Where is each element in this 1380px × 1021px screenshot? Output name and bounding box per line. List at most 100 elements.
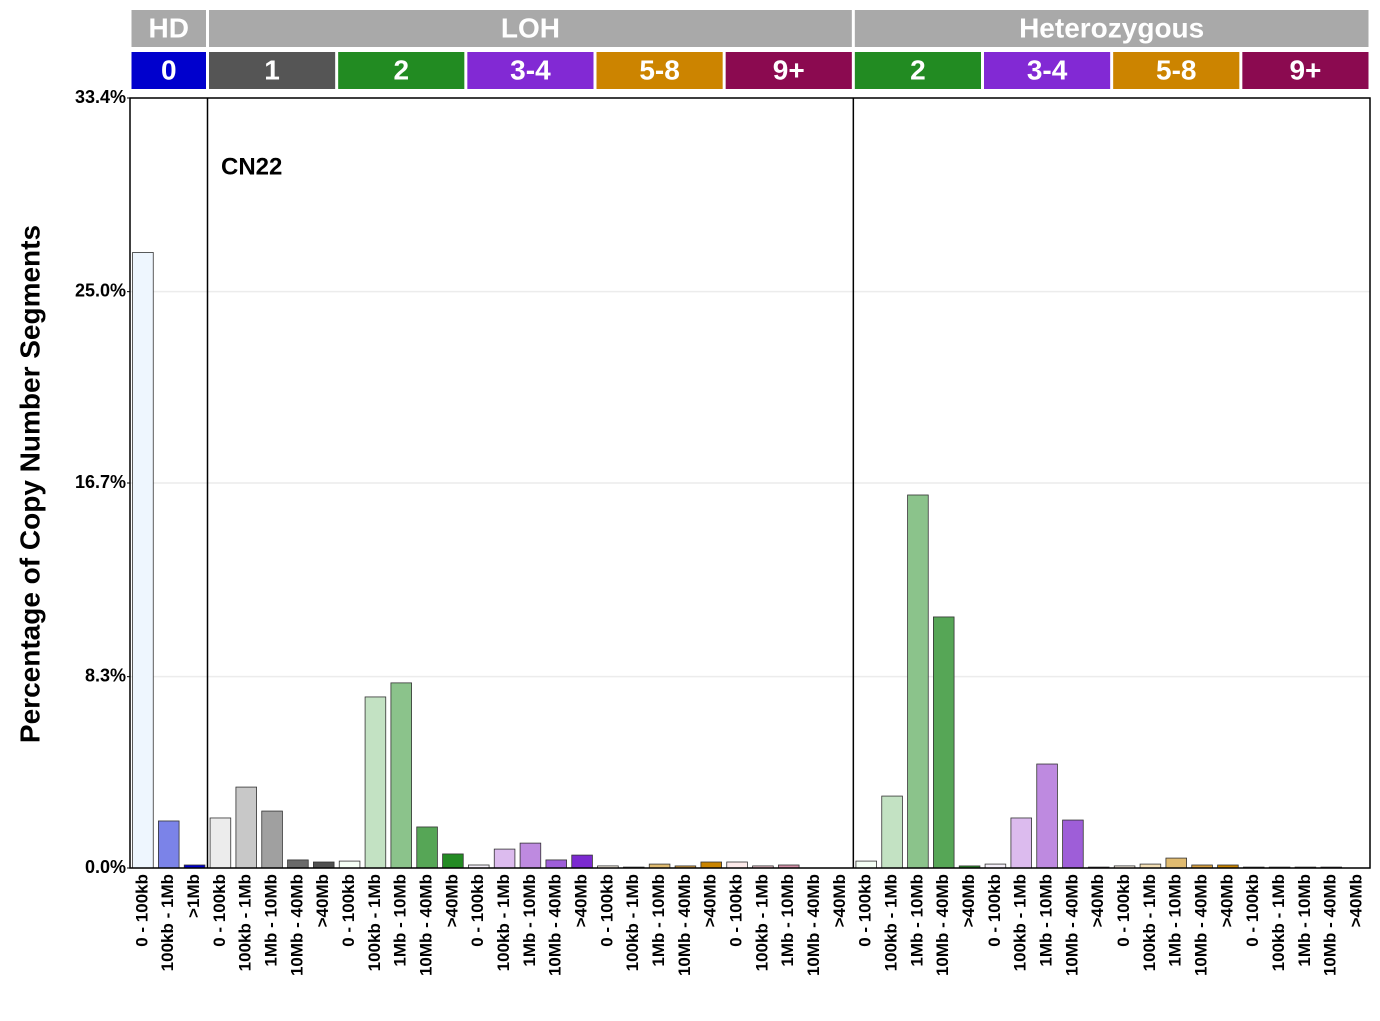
bar [132, 252, 154, 869]
x-tick-label: 1Mb - 10Mb [907, 874, 926, 967]
bar [881, 795, 903, 869]
bar [1165, 857, 1187, 869]
x-tick-label: >40Mb [572, 874, 591, 927]
class-header-label: 5-8 [1156, 54, 1196, 85]
x-tick-label: 0 - 100kb [856, 874, 875, 947]
bar [287, 859, 309, 869]
bar [209, 817, 232, 869]
x-tick-label: >40Mb [1088, 874, 1107, 927]
x-tick-label: 10Mb - 40Mb [546, 874, 565, 976]
x-tick-label: 10Mb - 40Mb [1321, 874, 1340, 976]
bar [1010, 817, 1032, 869]
x-tick-label: 100kb - 1Mb [494, 874, 513, 971]
x-tick-label: 1Mb - 10Mb [1166, 874, 1185, 967]
class-header-label: 3-4 [1027, 54, 1068, 85]
y-tick-label: 16.7% [75, 472, 126, 492]
x-tick-label: 100kb - 1Mb [752, 874, 771, 971]
x-tick-label: >1Mb [184, 874, 203, 918]
class-header-label: 3-4 [510, 54, 551, 85]
bar [1062, 819, 1084, 869]
x-tick-label: >40Mb [1217, 874, 1236, 927]
x-tick-label: 100kb - 1Mb [1269, 874, 1288, 971]
y-tick-label: 0.0% [85, 857, 126, 877]
x-tick-label: 10Mb - 40Mb [417, 874, 436, 976]
x-tick-label: 1Mb - 10Mb [1037, 874, 1056, 967]
bar [493, 848, 516, 869]
bar [571, 854, 593, 869]
y-tick-label: 33.4% [75, 87, 126, 107]
group-header [854, 10, 1369, 47]
class-header-label: 9+ [1289, 54, 1321, 85]
bar [442, 853, 464, 869]
x-tick-label: >40Mb [313, 874, 332, 927]
group-header [131, 10, 206, 47]
class-header [725, 52, 852, 89]
x-tick-label: 1Mb - 10Mb [778, 874, 797, 967]
y-axis-label: Percentage of Copy Number Segments [14, 225, 45, 743]
x-tick-label: 10Mb - 40Mb [933, 874, 952, 976]
x-tick-label: 1Mb - 10Mb [649, 874, 668, 967]
x-tick-label: 1Mb - 10Mb [391, 874, 410, 967]
x-tick-label: >40Mb [1347, 874, 1366, 927]
x-tick-label: 10Mb - 40Mb [287, 874, 306, 976]
class-header [854, 52, 981, 89]
bar [235, 786, 257, 869]
plot-frame [129, 97, 1371, 869]
x-tick-label: 1Mb - 10Mb [1295, 874, 1314, 967]
x-tick-label: 100kb - 1Mb [1011, 874, 1030, 971]
bar [261, 810, 283, 869]
class-header [1242, 52, 1369, 89]
class-header-label: 2 [910, 54, 926, 85]
group-header-label: HD [149, 12, 189, 43]
x-tick-label: 0 - 100kb [339, 874, 358, 947]
group-header [209, 10, 852, 47]
x-tick-label: 10Mb - 40Mb [804, 874, 823, 976]
class-header-label: 0 [161, 54, 177, 85]
x-tick-label: 0 - 100kb [985, 874, 1004, 947]
bar [1036, 763, 1058, 869]
bar [545, 859, 567, 869]
x-tick-label: >40Mb [442, 874, 461, 927]
bar [726, 861, 748, 869]
x-tick-label: 0 - 100kb [1243, 874, 1262, 947]
bar [390, 682, 412, 869]
class-header-label: 1 [264, 54, 280, 85]
class-header [131, 52, 206, 89]
class-header [984, 52, 1111, 89]
annotation: CN22 [221, 153, 282, 180]
x-tick-label: 0 - 100kb [727, 874, 746, 947]
bar [855, 860, 877, 869]
x-tick-label: >40Mb [959, 874, 978, 927]
y-tick-label: 25.0% [75, 280, 126, 300]
x-tick-label: 100kb - 1Mb [1140, 874, 1159, 971]
x-tick-label: 100kb - 1Mb [365, 874, 384, 971]
class-header [209, 52, 336, 89]
bar [338, 860, 361, 869]
x-tick-label: 0 - 100kb [210, 874, 229, 947]
x-tick-label: 0 - 100kb [1114, 874, 1133, 947]
bar [519, 842, 542, 869]
class-header-label: 9+ [773, 54, 805, 85]
class-header [596, 52, 723, 89]
x-tick-label: 100kb - 1Mb [158, 874, 177, 971]
x-tick-label: >40Mb [701, 874, 720, 927]
bar [933, 616, 955, 869]
bar [416, 826, 438, 869]
class-header-label: 5-8 [639, 54, 679, 85]
x-tick-label: 10Mb - 40Mb [1192, 874, 1211, 976]
group-header-label: LOH [501, 12, 560, 43]
x-tick-label: >40Mb [830, 874, 849, 927]
bar [313, 861, 335, 869]
bar [907, 494, 929, 869]
bar [364, 696, 387, 869]
x-tick-label: 0 - 100kb [132, 874, 151, 947]
x-tick-label: 100kb - 1Mb [623, 874, 642, 971]
x-tick-label: 1Mb - 10Mb [262, 874, 281, 967]
x-tick-label: 0 - 100kb [468, 874, 487, 947]
x-tick-label: 100kb - 1Mb [236, 874, 255, 971]
class-header [467, 52, 594, 89]
bar [700, 861, 722, 869]
class-header-label: 2 [393, 54, 409, 85]
y-tick-label: 8.3% [85, 665, 126, 685]
